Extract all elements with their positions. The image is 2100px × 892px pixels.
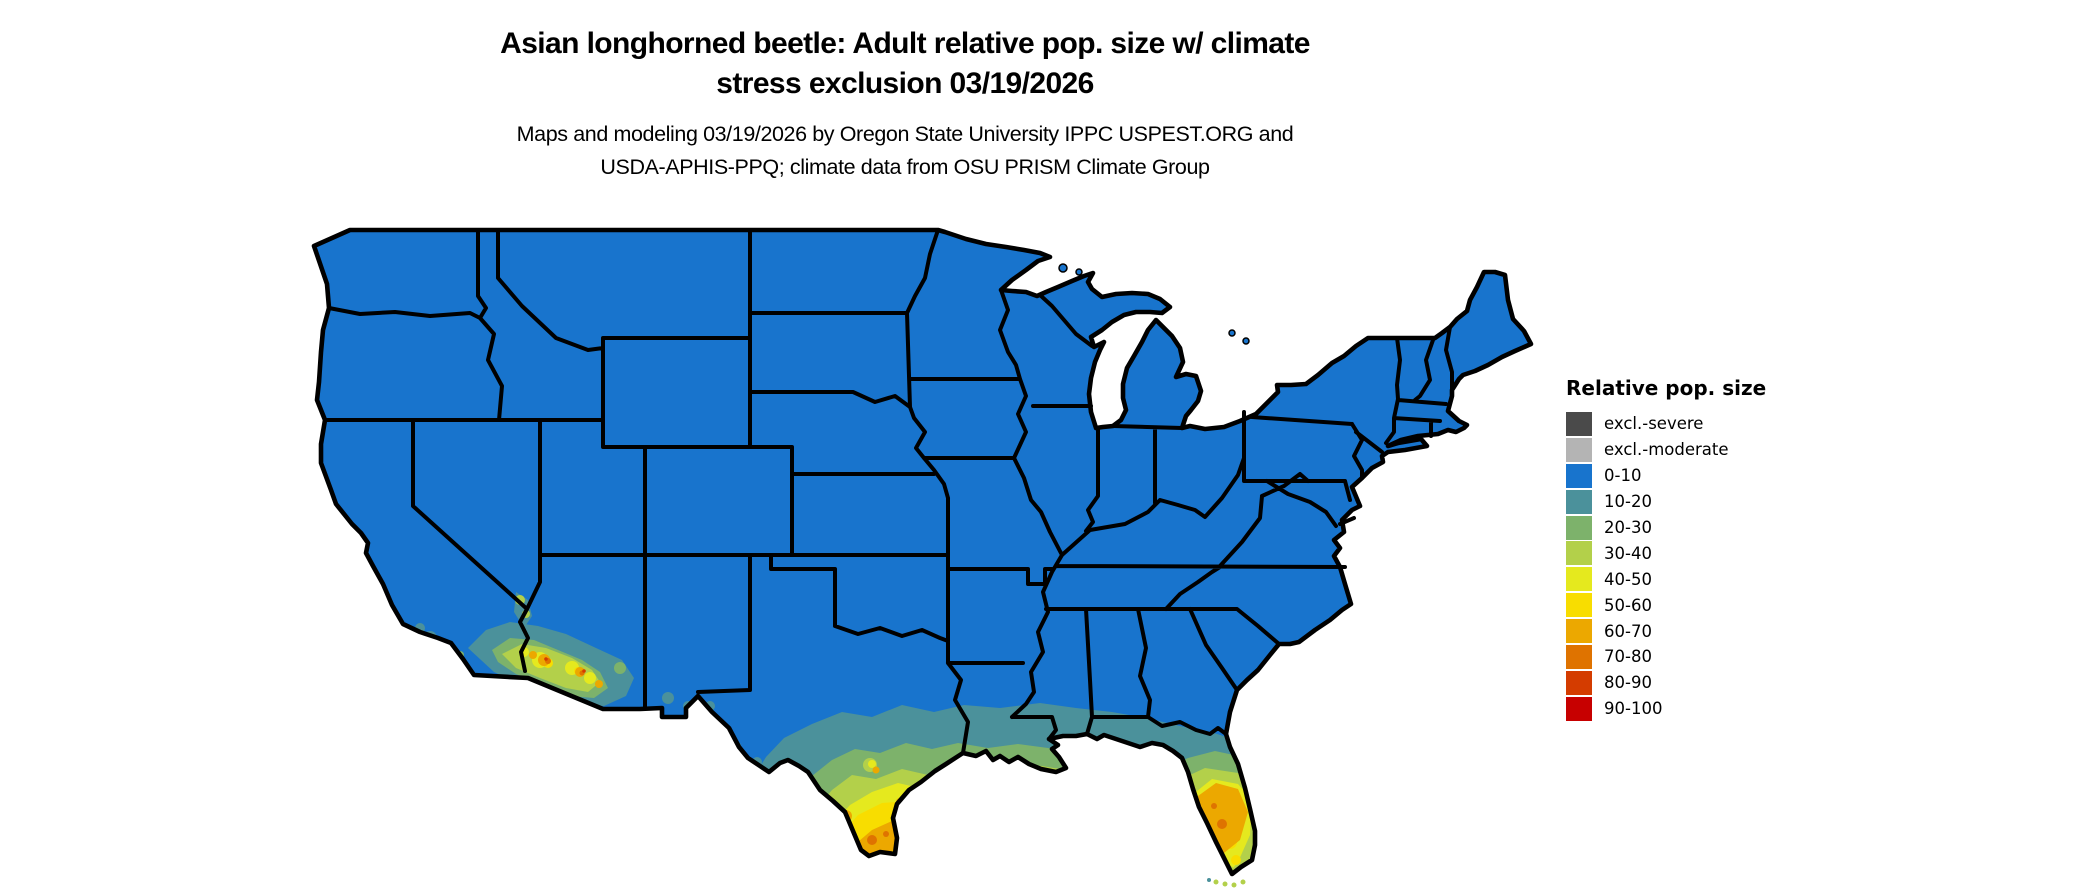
- legend-swatch: [1566, 515, 1592, 540]
- legend-label: 40-50: [1604, 569, 1652, 589]
- legend-item: 10-20: [1566, 489, 1766, 515]
- figure-subtitle: Maps and modeling 03/19/2026 by Oregon S…: [0, 118, 1810, 184]
- legend-label: excl.-severe: [1604, 414, 1704, 434]
- legend-swatch: [1566, 593, 1592, 618]
- legend-swatch: [1566, 489, 1592, 514]
- legend-label: excl.-moderate: [1604, 440, 1729, 460]
- legend: Relative pop. size excl.-severe excl.-mod…: [1566, 376, 1766, 722]
- legend-label: 20-30: [1604, 518, 1652, 537]
- florida-keys: [1207, 878, 1246, 888]
- figure-title: Asian longhorned beetle: Adult relative …: [0, 24, 1810, 104]
- legend-swatch: [1566, 619, 1592, 644]
- legend-label: 70-80: [1604, 647, 1652, 667]
- legend-swatch: [1566, 696, 1592, 721]
- class-80-90-region: [544, 657, 586, 673]
- legend-item: 30-40: [1566, 540, 1766, 566]
- figure-title-line1: Asian longhorned beetle: Adult relative …: [500, 27, 1310, 60]
- legend-swatch: [1566, 567, 1592, 592]
- legend-item: 0-10: [1566, 463, 1766, 489]
- legend-item: 40-50: [1566, 566, 1766, 592]
- state-borders: [323, 228, 1454, 755]
- legend-item: 60-70: [1566, 618, 1766, 644]
- legend-label: 0-10: [1604, 466, 1642, 486]
- legend-swatch: [1566, 541, 1592, 566]
- legend-item: 80-90: [1566, 670, 1766, 696]
- legend-label: 30-40: [1604, 543, 1652, 563]
- figure-title-line2: stress exclusion 03/19/2026: [716, 67, 1094, 100]
- legend-swatch: [1566, 670, 1592, 695]
- figure-subtitle-line1: Maps and modeling 03/19/2026 by Oregon S…: [516, 122, 1294, 146]
- legend-label: 90-100: [1604, 699, 1663, 719]
- lake-islands: [1058, 263, 1250, 345]
- legend-label: 50-60: [1604, 595, 1652, 615]
- legend-item: 20-30: [1566, 515, 1766, 541]
- legend-label: 60-70: [1604, 621, 1652, 641]
- legend-item: 50-60: [1566, 592, 1766, 618]
- legend-title: Relative pop. size: [1566, 376, 1767, 400]
- legend-item: excl.-severe: [1566, 411, 1766, 437]
- legend-items: excl.-severe excl.-moderate 0-10 10-20 20-30…: [1566, 411, 1766, 722]
- legend-item: excl.-moderate: [1566, 437, 1766, 463]
- legend-label: 10-20: [1604, 492, 1652, 512]
- legend-swatch: [1566, 644, 1592, 669]
- legend-swatch: [1566, 437, 1592, 462]
- legend-swatch: [1566, 463, 1592, 488]
- legend-label: 80-90: [1604, 673, 1652, 693]
- legend-swatch: [1566, 411, 1592, 436]
- legend-item: 90-100: [1566, 696, 1766, 722]
- us-outline: [311, 227, 1534, 877]
- legend-item: 70-80: [1566, 644, 1766, 670]
- figure-subtitle-line2: USDA-APHIS-PPQ; climate data from OSU PR…: [600, 155, 1210, 179]
